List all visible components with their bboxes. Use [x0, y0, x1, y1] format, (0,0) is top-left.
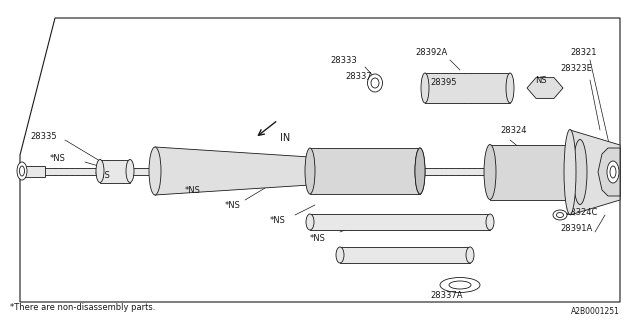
Ellipse shape [96, 159, 104, 182]
Ellipse shape [149, 147, 161, 195]
Text: *NS: *NS [310, 234, 326, 243]
Text: *NS: *NS [185, 186, 201, 195]
Text: 28323E: 28323E [560, 63, 592, 73]
Ellipse shape [367, 74, 383, 92]
Polygon shape [100, 160, 130, 183]
Ellipse shape [415, 148, 425, 194]
Polygon shape [20, 166, 45, 177]
Polygon shape [598, 148, 620, 196]
Ellipse shape [306, 214, 314, 230]
Polygon shape [527, 78, 563, 98]
Text: 28324C: 28324C [565, 207, 597, 217]
Ellipse shape [466, 247, 474, 263]
Text: *NS: *NS [50, 154, 66, 163]
Text: 28392A: 28392A [415, 47, 447, 57]
Ellipse shape [440, 277, 480, 292]
Ellipse shape [607, 161, 619, 183]
Polygon shape [425, 73, 510, 103]
Text: *NS: *NS [225, 201, 241, 210]
Polygon shape [310, 214, 490, 230]
Ellipse shape [17, 162, 27, 180]
Ellipse shape [415, 148, 425, 194]
Text: A2B0001251: A2B0001251 [571, 308, 620, 316]
Ellipse shape [610, 166, 616, 178]
Ellipse shape [371, 78, 379, 88]
Ellipse shape [305, 148, 315, 194]
Text: 28395: 28395 [430, 77, 456, 86]
Ellipse shape [486, 214, 494, 230]
Ellipse shape [336, 247, 344, 263]
Polygon shape [42, 168, 490, 175]
Ellipse shape [506, 73, 514, 103]
Text: 28335: 28335 [30, 132, 56, 140]
Ellipse shape [126, 159, 134, 182]
Polygon shape [340, 247, 470, 263]
Ellipse shape [553, 210, 567, 220]
Ellipse shape [564, 130, 576, 214]
Text: 28391A: 28391A [560, 223, 592, 233]
Polygon shape [570, 130, 620, 215]
Ellipse shape [449, 281, 471, 289]
Polygon shape [155, 147, 310, 195]
Text: *NS: *NS [95, 171, 111, 180]
Ellipse shape [484, 145, 496, 199]
Ellipse shape [306, 157, 314, 185]
Text: 28321: 28321 [570, 47, 596, 57]
Ellipse shape [557, 212, 563, 218]
Polygon shape [490, 145, 580, 200]
Text: 28324: 28324 [500, 125, 527, 134]
Polygon shape [310, 148, 420, 194]
Text: NS: NS [535, 76, 547, 84]
Text: *NS: *NS [270, 215, 286, 225]
Text: 28333: 28333 [330, 55, 356, 65]
Text: IN: IN [280, 133, 291, 143]
Text: *There are non-disassembly parts.: *There are non-disassembly parts. [10, 303, 156, 313]
Ellipse shape [421, 73, 429, 103]
Ellipse shape [19, 166, 24, 176]
Text: 28337A: 28337A [430, 291, 463, 300]
Polygon shape [20, 18, 620, 302]
Text: 28337: 28337 [345, 71, 372, 81]
Ellipse shape [573, 140, 587, 204]
